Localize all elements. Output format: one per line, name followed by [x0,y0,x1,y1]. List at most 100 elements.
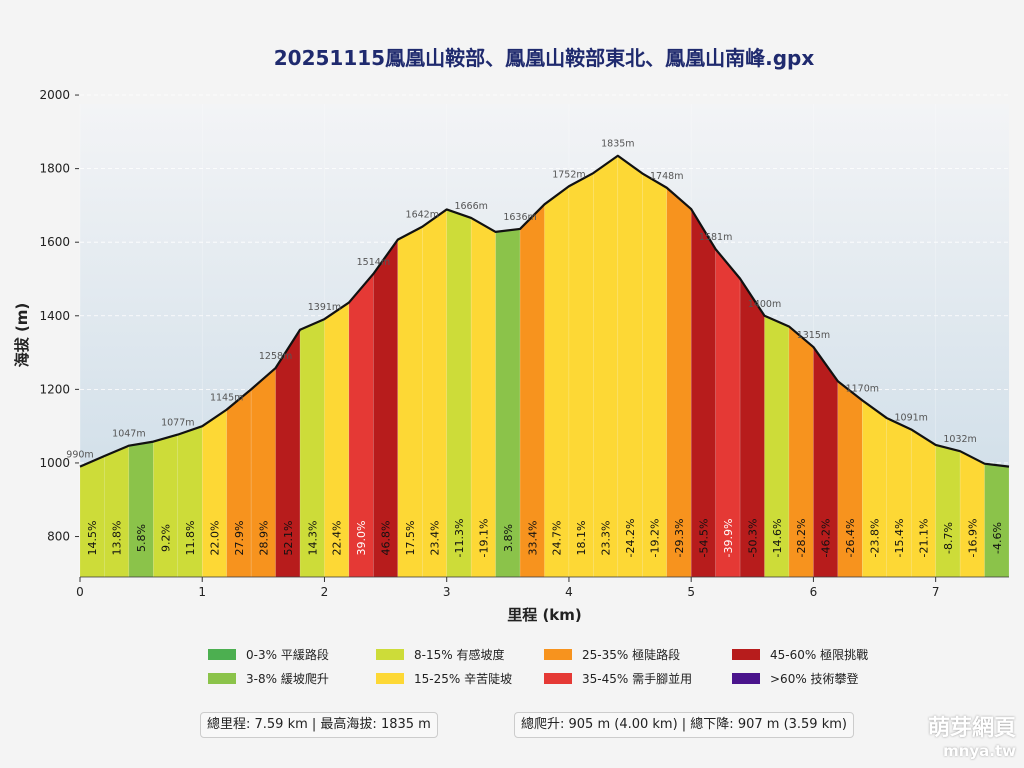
x-tick-label: 2 [321,585,329,599]
x-tick-label: 4 [565,585,573,599]
grade-label: -16.9% [966,519,979,558]
elevation-label: 1514m [357,257,390,268]
elevation-label: 1032m [943,434,976,445]
x-tick-label: 6 [810,585,818,599]
grade-label: -39.9% [722,519,735,558]
grade-label: -28.2% [795,519,808,558]
chart-title: 20251115鳳凰山鞍部、鳳凰山鞍部東北、鳳凰山南峰.gpx [273,46,815,70]
legend-label: >60% 技術攀登 [770,672,859,686]
x-tick-label: 3 [443,585,451,599]
grade-label: -15.4% [893,519,906,558]
grade-segment [617,155,643,578]
grade-label: 22.4% [331,521,344,556]
grade-segment [104,445,130,578]
legend-label: 3-8% 緩坡爬升 [246,672,329,686]
grade-label: -26.4% [844,519,857,558]
grade-label: 52.1% [282,521,295,556]
legend-label: 25-35% 極陡路段 [582,648,681,662]
grade-segment [568,172,594,578]
grade-label: 23.4% [428,521,441,556]
grade-label: 11.8% [184,521,197,556]
grade-label: -29.3% [673,519,686,558]
elevation-label: 1581m [699,232,732,243]
elevation-label: 1047m [112,429,145,440]
legend-label: 0-3% 平緩路段 [246,648,329,662]
y-tick-label: 800 [47,530,70,544]
legend-swatch [544,673,572,684]
grade-label: -14.6% [771,519,784,558]
stats-ascent-descent: 總爬升: 905 m (4.00 km) | 總下降: 907 m (3.59 … [514,712,854,738]
elevation-chart: 14.5% 13.8% 5.8% 9.2% 11.8% 22.0% 27.9% 28.9% 52… [13,88,1010,624]
legend-swatch [732,649,760,660]
x-tick-label: 1 [198,585,206,599]
elevation-label: 1748m [650,171,683,182]
grade-label: 27.9% [233,521,246,556]
y-tick-label: 1000 [39,456,70,470]
grade-segment [544,185,570,578]
elevation-label: 1170m [846,383,879,394]
legend-item: 8-15% 有感坡度 [376,646,544,663]
grade-segment [79,455,105,578]
grade-label: 3.8% [502,524,515,552]
grade-label: 28.9% [257,521,270,556]
y-tick-label: 1400 [39,309,70,323]
elevation-label: 1258m [259,351,292,362]
elevation-label: 1315m [797,330,830,341]
grade-label: 17.5% [404,521,417,556]
grade-label: -23.8% [869,519,882,558]
grade-label: 33.4% [526,521,539,556]
y-tick-label: 2000 [39,88,70,102]
grade-label: 23.3% [600,521,613,556]
grade-label: -19.1% [477,519,490,558]
legend-item: >60% 技術攀登 [732,670,902,687]
legend-item: 15-25% 辛苦陡坡 [376,670,544,687]
legend-item: 25-35% 極陡路段 [544,646,732,663]
grade-segment [642,172,667,578]
grade-label: -4.6% [991,522,1004,554]
grade-label: 39.0% [355,521,368,556]
grade-label: 14.5% [86,521,99,556]
legend-item: 3-8% 緩坡爬升 [208,670,376,687]
legend-label: 45-60% 極限挑戰 [770,648,869,662]
grade-segment [153,434,179,578]
grade-label: -21.1% [917,519,930,558]
grade-label: 9.2% [160,524,173,552]
legend-label: 15-25% 辛苦陡坡 [414,672,513,686]
y-tick-label: 1600 [39,235,70,249]
elevation-label: 1145m [210,393,243,404]
grade-segment [935,444,961,578]
legend-swatch [376,649,404,660]
elevation-label: 990m [66,450,93,461]
elevation-label: 1391m [308,302,341,313]
grade-segment [984,463,1010,578]
grade-label: -50.3% [746,519,759,558]
legend: 0-3% 平緩路段 8-15% 有感坡度 25-35% 極陡路段 45-60% … [208,646,902,687]
grade-label: 14.3% [306,521,319,556]
elevation-label: 1666m [454,201,487,212]
grade-segment [593,155,619,578]
grade-label: -54.5% [697,519,710,558]
legend-item: 45-60% 極限挑戰 [732,646,902,663]
grade-label: 24.7% [551,521,564,556]
watermark-logo: 萌芽網頁 mnya.tw [928,718,1016,762]
legend-item: 35-45% 需手腳並用 [544,670,732,687]
grade-segment [128,441,154,578]
grade-label: 22.0% [208,521,221,556]
grade-label: -11.3% [453,519,466,558]
legend-swatch [208,649,236,660]
elevation-label: 1835m [601,139,634,150]
x-tick-label: 0 [76,585,84,599]
grade-label: 18.1% [575,521,588,556]
y-tick-label: 1800 [39,162,70,176]
grade-label: -46.2% [820,519,833,558]
watermark-url: mnya.tw [943,742,1016,760]
grade-label: 46.8% [380,521,393,556]
legend-item: 0-3% 平緩路段 [208,646,376,663]
y-axis-label: 海拔 (m) [13,303,31,368]
y-tick-label: 1200 [39,382,70,396]
grade-label: -8.7% [942,522,955,554]
legend-swatch [732,673,760,684]
x-axis-label: 里程 (km) [507,606,582,624]
watermark-name: 萌芽網頁 [927,716,1016,741]
grade-label: -24.2% [624,519,637,558]
